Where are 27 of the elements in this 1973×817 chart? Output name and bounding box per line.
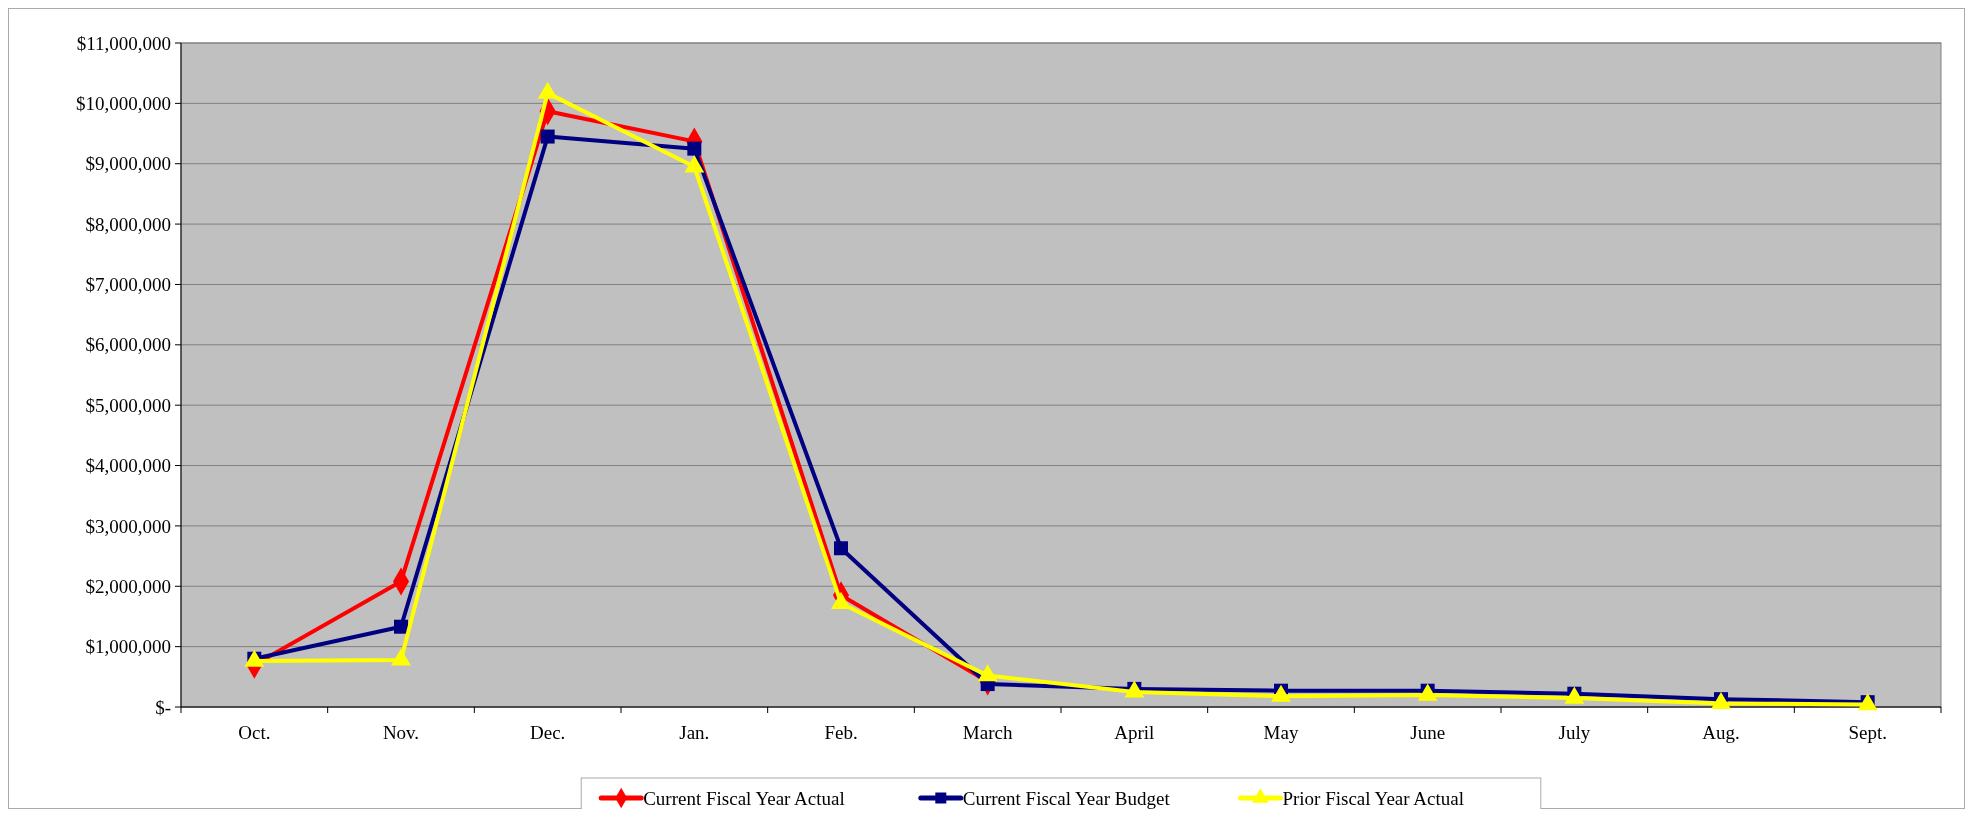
y-tick-label: $8,000,000 bbox=[85, 213, 171, 235]
x-tick-label: Nov. bbox=[382, 722, 420, 743]
x-tick-label: Dec. bbox=[529, 722, 566, 743]
y-tick-label: $1,000,000 bbox=[85, 636, 171, 658]
x-tick-label: Feb. bbox=[824, 722, 858, 743]
legend-label: Current Fiscal Year Budget bbox=[962, 787, 1171, 809]
y-tick-label: $2,000,000 bbox=[85, 575, 171, 597]
x-tick-label: Jan. bbox=[679, 722, 710, 743]
y-tick-label: $10,000,000 bbox=[76, 93, 171, 115]
x-tick-label: Sept. bbox=[1848, 722, 1887, 743]
x-tick-label: June bbox=[1410, 722, 1446, 743]
y-tick-label: $5,000,000 bbox=[85, 394, 171, 416]
y-tick-label: $4,000,000 bbox=[85, 455, 171, 477]
legend-label: Current Fiscal Year Actual bbox=[643, 787, 845, 809]
legend-label: Prior Fiscal Year Actual bbox=[1282, 787, 1464, 809]
y-tick-label: $6,000,000 bbox=[85, 334, 171, 356]
x-tick-label: May bbox=[1263, 722, 1299, 743]
y-tick-label: $9,000,000 bbox=[85, 153, 171, 175]
x-tick-label: July bbox=[1558, 722, 1591, 743]
x-tick-label: March bbox=[962, 722, 1013, 743]
x-tick-label: April bbox=[1114, 722, 1155, 743]
y-tick-label: $7,000,000 bbox=[85, 274, 171, 296]
x-tick-label: Aug. bbox=[1702, 722, 1740, 743]
y-tick-label: $11,000,000 bbox=[76, 32, 171, 54]
y-tick-label: $3,000,000 bbox=[85, 515, 171, 537]
y-tick-label: $- bbox=[155, 696, 171, 718]
x-tick-label: Oct. bbox=[238, 722, 271, 743]
